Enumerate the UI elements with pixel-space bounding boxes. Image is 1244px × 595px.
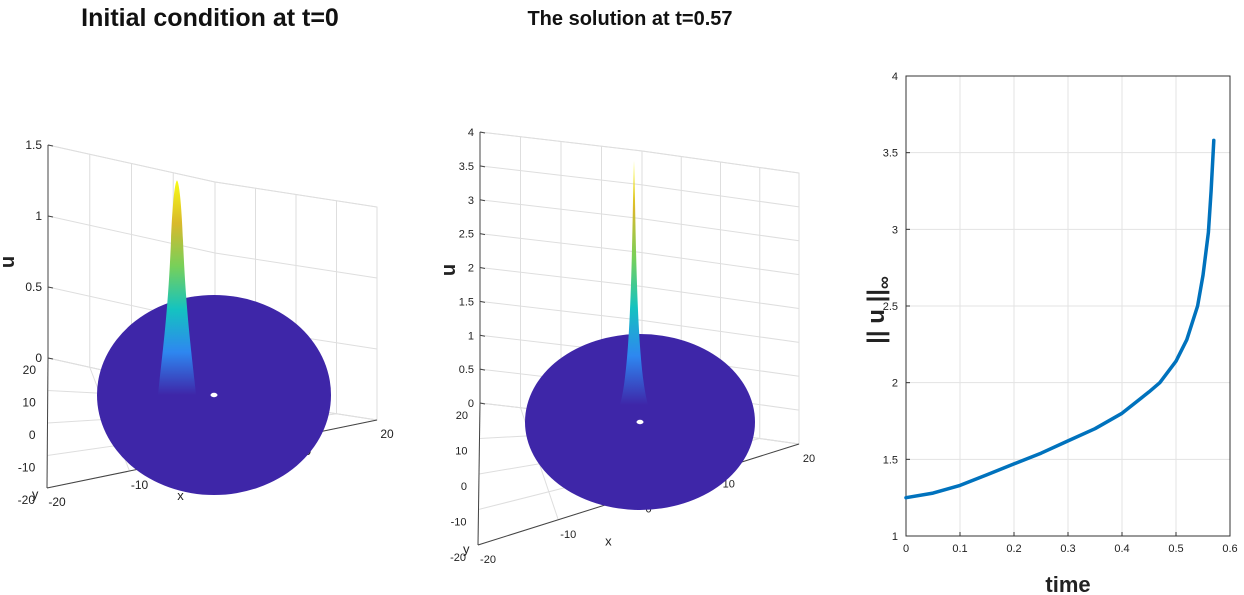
z-tick-label: 0.5	[25, 280, 42, 294]
series-line-norm	[904, 138, 1216, 500]
surface-center-hole	[210, 392, 218, 398]
solution-peak	[158, 180, 196, 395]
y-tick-label: -10	[451, 517, 467, 529]
x-tick-label: -10	[131, 478, 149, 492]
y-axis-line	[46, 357, 49, 489]
x-tick-label: 0.2	[1006, 543, 1021, 555]
x-tick-label: 10	[723, 478, 735, 490]
y-tick-label: 10	[22, 396, 36, 410]
z-tick-label: 2	[468, 263, 474, 275]
z-axis-label: u	[0, 256, 19, 268]
y-axis-label: y	[32, 487, 39, 502]
z-tick-label: 4	[468, 127, 474, 139]
x-axis-label: time	[1045, 572, 1090, 595]
z-tick	[479, 368, 486, 371]
z-tick-label: 0	[35, 351, 42, 365]
y-axis-label-subscript: ∞	[874, 276, 894, 289]
y-tick-label: 20	[23, 363, 37, 377]
y-tick-label: 1	[892, 531, 898, 543]
y-axis-label: y	[463, 542, 470, 557]
z-tick-label: 1	[35, 209, 42, 223]
z-tick	[479, 267, 486, 269]
y-tick-label: 1.5	[883, 454, 898, 466]
z-tick	[479, 300, 486, 303]
y-tick-label: 0	[461, 481, 467, 493]
y-tick-label: 2	[892, 378, 898, 390]
z-tick	[47, 144, 54, 147]
z-tick-label: 0	[468, 398, 474, 410]
z-tick	[47, 286, 54, 289]
y-axis-label-main: || u ||	[863, 289, 890, 344]
z-tick	[479, 334, 486, 337]
z-tick-label: 2.5	[459, 229, 474, 241]
y-tick-label: 3	[892, 224, 898, 236]
x-tick-label: 0.3	[1060, 543, 1075, 555]
z-tick-label: 1.5	[459, 296, 474, 308]
y-tick-label: 3.5	[883, 148, 898, 160]
y-axis-line	[477, 402, 481, 546]
panel-initial-condition: Initial condition at t=0 0 0.5 1 1.5 20 10 0 -1…	[0, 0, 420, 595]
z-tick	[47, 215, 54, 218]
panel-solution: The solution at t=0.57 0 0.5 1 1.5 2 2.5 3 3.5 4…	[420, 0, 840, 595]
x-tick-label: -20	[48, 495, 66, 509]
y-tick-label: 0	[29, 428, 36, 442]
panel-norm-vs-time: 0 0.1 0.2 0.3 0.4 0.5 0.6 1 1.5 2 2.5 3 3.5 4 time || u…	[840, 0, 1244, 595]
line-chart: 0 0.1 0.2 0.3 0.4 0.5 0.6 1 1.5 2 2.5 3 3.5 4 time || u…	[863, 71, 1238, 595]
surface-center-hole	[636, 419, 644, 425]
y-tick-label: -20	[450, 552, 466, 564]
surface-plot: 00.511.522.533.5420100-10-20-20-1001020y…	[438, 127, 815, 566]
x-axis-label: x	[177, 488, 184, 503]
z-tick-label: 1.5	[25, 138, 42, 152]
z-tick	[479, 402, 486, 405]
x-axis-label: x	[605, 534, 612, 549]
x-tick-label: -10	[560, 529, 576, 541]
solution-peak	[620, 160, 648, 405]
z-tick-label: 3.5	[459, 161, 474, 173]
x-tick-label: -20	[480, 554, 496, 566]
x-tick-label: 20	[380, 427, 394, 441]
z-tick	[479, 131, 486, 134]
x-tick-label: 0.6	[1222, 543, 1237, 555]
plot-frame	[905, 75, 1231, 537]
y-tick-label: 2.5	[883, 301, 898, 313]
z-tick	[47, 357, 54, 360]
y-tick-label: 4	[892, 71, 898, 83]
x-tick-label: 0.5	[1168, 543, 1183, 555]
z-tick-label: 3	[468, 195, 474, 207]
z-tick	[479, 233, 486, 236]
y-axis-label: || u ||∞	[863, 276, 894, 344]
y-tick-label: -20	[18, 493, 36, 507]
x-tick-label: 0.4	[1114, 543, 1129, 555]
z-tick-label: 0.5	[459, 364, 474, 376]
panel-title: The solution at t=0.57	[527, 8, 733, 30]
z-axis-label: u	[438, 264, 460, 276]
z-tick-label: 1	[468, 330, 474, 342]
y-tick-label: 20	[456, 410, 468, 422]
panel-title: Initial condition at t=0	[81, 4, 339, 32]
x-tick-label: 0	[903, 543, 909, 555]
x-tick-label: 0.1	[952, 543, 967, 555]
y-tick-label: -10	[18, 461, 36, 475]
z-tick	[479, 165, 486, 168]
y-tick-label: 10	[455, 446, 467, 458]
x-tick-label: 20	[803, 453, 815, 465]
z-tick	[479, 199, 486, 202]
